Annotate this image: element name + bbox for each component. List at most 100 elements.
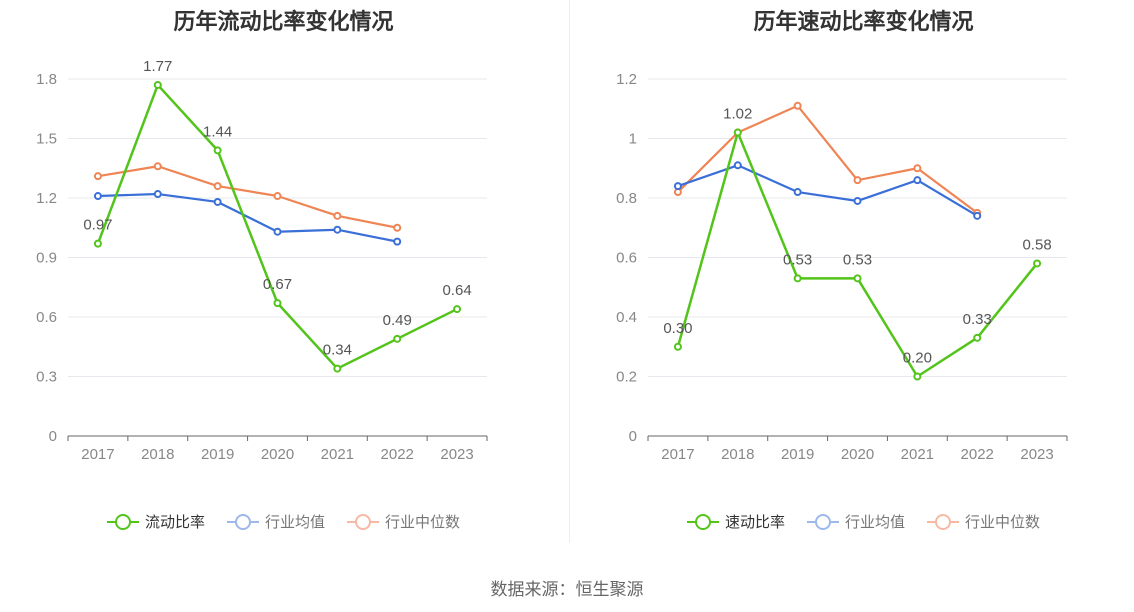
data-label: 0.97 <box>83 217 112 234</box>
data-point <box>913 176 922 185</box>
y-tick-label: 0 <box>49 428 57 445</box>
data-point <box>333 211 342 220</box>
data-label: 0.34 <box>323 342 352 359</box>
data-point <box>453 305 462 314</box>
legend-item[interactable]: 行业均值 <box>806 511 905 532</box>
data-point <box>853 274 862 283</box>
x-tick-label: 2019 <box>781 446 814 463</box>
data-point <box>273 192 282 201</box>
legend-swatch <box>226 513 259 530</box>
legend-item[interactable]: 流动比率 <box>106 511 205 532</box>
y-tick-label: 1 <box>629 131 637 148</box>
data-label: 0.53 <box>783 251 812 268</box>
y-tick-label: 0.9 <box>36 250 57 267</box>
data-point <box>273 299 282 308</box>
legend-swatch <box>927 513 959 530</box>
current-ratio-chart: 历年流动比率变化情况 0 0.3 0.6 0.9 1.2 1.5 1.8 2017 2018 20… <box>0 0 567 560</box>
data-point <box>853 176 862 185</box>
legend-marker <box>694 513 711 530</box>
y-tick-label: 0.6 <box>616 250 637 267</box>
legend-marker <box>234 513 251 530</box>
x-tick-label: 2020 <box>841 446 874 463</box>
y-tick-label: 0.6 <box>36 309 57 326</box>
data-point <box>673 342 682 351</box>
quick-ratio-chart: 历年速动比率变化情况 0 0.2 0.4 0.6 0.8 1 1.2 2017 2018 2019… <box>580 0 1134 560</box>
data-point <box>93 192 102 201</box>
x-tick-label: 2017 <box>661 446 694 463</box>
y-tick-label: 1.5 <box>36 131 57 148</box>
x-tick-label: 2023 <box>440 446 473 463</box>
x-tick-label: 2022 <box>961 446 994 463</box>
legend-swatch <box>106 513 139 530</box>
y-tick-label: 1.8 <box>36 71 57 88</box>
data-point <box>213 197 222 206</box>
legend-item[interactable]: 行业中位数 <box>927 511 1040 532</box>
legend-label: 行业中位数 <box>965 514 1041 531</box>
legend-marker <box>814 513 831 530</box>
data-point <box>333 364 342 373</box>
data-point <box>93 172 102 181</box>
data-point <box>973 211 982 220</box>
legend-marker <box>935 513 951 530</box>
data-point <box>213 146 222 155</box>
y-tick-label: 0.8 <box>616 190 637 207</box>
data-point <box>153 80 162 89</box>
legend-marker <box>114 513 131 530</box>
legend-swatch <box>686 513 719 530</box>
data-point <box>793 274 802 283</box>
y-tick-label: 0.2 <box>616 369 637 386</box>
y-tick-label: 0.3 <box>36 369 57 386</box>
series-line <box>97 165 398 229</box>
data-point <box>153 162 162 171</box>
data-point <box>973 333 982 342</box>
x-tick-label: 2017 <box>81 446 114 463</box>
x-tick-label: 2018 <box>721 446 754 463</box>
data-label: 0.20 <box>903 350 932 367</box>
legend-item[interactable]: 速动比率 <box>686 511 785 532</box>
data-point <box>273 227 282 236</box>
legend-swatch <box>806 513 839 530</box>
data-point <box>333 225 342 234</box>
legend-item[interactable]: 行业均值 <box>226 511 325 532</box>
legend-label: 行业中位数 <box>385 514 461 531</box>
data-point <box>853 196 862 205</box>
legend-label: 流动比率 <box>144 514 205 531</box>
legend: 流动比率 行业均值 行业中位数 <box>0 511 567 532</box>
data-label: 1.44 <box>203 123 232 140</box>
y-tick-label: 1.2 <box>616 71 637 88</box>
y-tick-label: 0 <box>629 428 637 445</box>
quick-ratio-plot: 0 0.2 0.4 0.6 0.8 1 1.2 2017 2018 2019 2020 2021 202… <box>616 71 1068 463</box>
series-line <box>677 104 978 214</box>
chart-title: 历年速动比率变化情况 <box>753 9 974 34</box>
x-tick-label: 2022 <box>381 446 414 463</box>
data-point <box>793 188 802 197</box>
data-point <box>153 190 162 199</box>
data-point <box>733 128 742 137</box>
legend-item[interactable]: 行业中位数 <box>347 511 460 532</box>
series-line <box>97 192 398 243</box>
data-point <box>1033 259 1042 268</box>
current-ratio-plot: 0 0.3 0.6 0.9 1.2 1.5 1.8 2017 2018 2019 2020 2021 2… <box>36 58 488 463</box>
data-point <box>393 223 402 232</box>
legend: 速动比率 行业均值 行业中位数 <box>580 511 1134 532</box>
data-label: 0.64 <box>442 282 471 299</box>
legend-swatch <box>347 513 379 530</box>
x-tick-label: 2021 <box>901 446 934 463</box>
data-point <box>913 164 922 173</box>
data-label: 1.77 <box>143 58 172 75</box>
data-point <box>733 161 742 170</box>
data-label: 0.33 <box>963 311 992 328</box>
y-tick-label: 1.2 <box>36 190 57 207</box>
x-tick-label: 2018 <box>141 446 174 463</box>
legend-label: 速动比率 <box>724 514 785 531</box>
data-label: 0.30 <box>663 320 692 337</box>
chart-title: 历年流动比率变化情况 <box>173 9 394 34</box>
data-label: 0.67 <box>263 276 292 293</box>
data-point <box>393 334 402 343</box>
data-point <box>793 101 802 110</box>
data-label: 1.02 <box>723 106 752 123</box>
data-point <box>93 239 102 248</box>
data-point <box>213 182 222 191</box>
x-tick-label: 2019 <box>201 446 234 463</box>
x-tick-label: 2023 <box>1020 446 1053 463</box>
